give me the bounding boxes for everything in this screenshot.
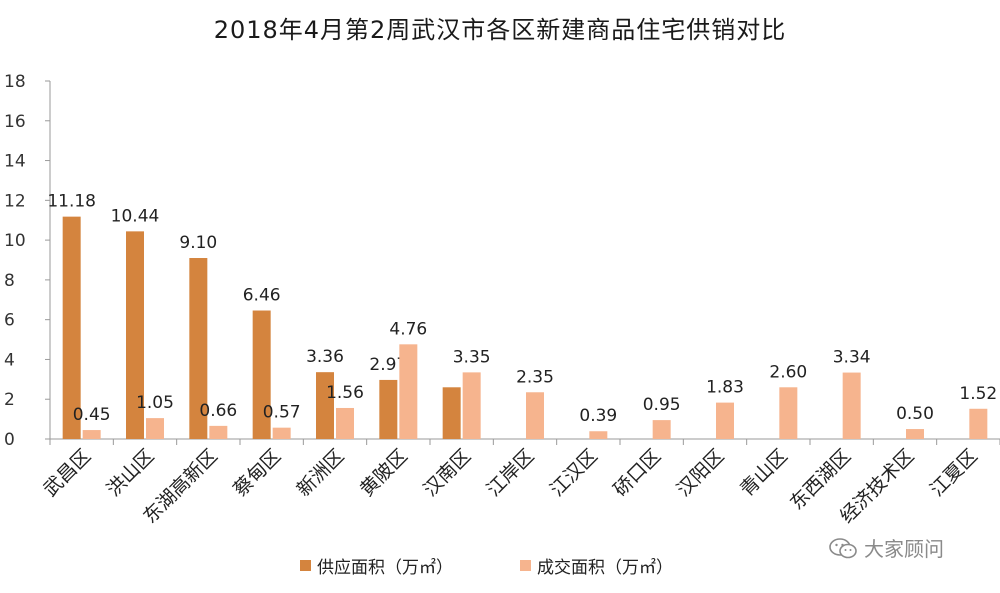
bar-deal <box>209 425 228 439</box>
data-label-deal: 1.05 <box>136 393 174 413</box>
legend-item-deal: 成交面积（万㎡） <box>520 553 673 578</box>
data-label-deal: 0.95 <box>643 395 681 415</box>
y-tick-label: 14 <box>4 152 26 172</box>
bar-deal <box>336 407 354 439</box>
y-tick-label: 2 <box>4 390 15 410</box>
data-label-supply: 9.10 <box>179 233 217 253</box>
y-tick-label: 10 <box>4 231 26 251</box>
bar-deal <box>969 408 988 439</box>
y-tick-label: 0 <box>4 430 15 450</box>
bar-supply <box>442 387 461 439</box>
x-category-label: 硚口区 <box>609 445 665 501</box>
chart-legend: 供应面积（万㎡） 成交面积（万㎡） <box>0 553 1000 579</box>
x-category-label: 洪山区 <box>103 445 159 501</box>
bar-deal <box>399 344 418 439</box>
data-label-deal: 3.34 <box>833 348 871 368</box>
bar-supply <box>189 258 208 439</box>
y-tick-label: 8 <box>4 271 15 291</box>
bar-supply <box>252 310 271 439</box>
watermark-text: 大家顾问 <box>864 537 944 561</box>
x-category-label: 武昌区 <box>39 445 95 501</box>
x-category-label: 江岸区 <box>483 445 539 501</box>
x-category-label: 江汉区 <box>546 445 602 501</box>
legend-label-deal: 成交面积（万㎡） <box>537 558 673 578</box>
bar-deal <box>82 430 101 439</box>
data-label-supply: 10.44 <box>111 206 160 226</box>
bar-deal <box>272 427 291 439</box>
data-label-deal: 2.35 <box>516 367 554 387</box>
bar-deal <box>589 431 608 439</box>
x-category-label: 新洲区 <box>293 445 349 501</box>
y-tick-label: 4 <box>4 350 15 370</box>
bar-supply <box>62 216 81 439</box>
data-label-supply: 11.18 <box>47 192 96 212</box>
y-tick-label: 16 <box>4 112 26 132</box>
bar-deal <box>146 418 164 439</box>
data-label-deal: 1.83 <box>706 378 744 398</box>
bar-supply <box>126 231 144 439</box>
wechat-icon <box>829 537 857 558</box>
data-label-deal: 1.56 <box>326 383 364 403</box>
x-category-label: 青山区 <box>736 445 792 501</box>
data-label-supply: 6.46 <box>243 286 281 306</box>
bar-deal <box>462 372 481 439</box>
bar-deal <box>842 372 861 439</box>
bar-supply <box>316 372 334 439</box>
bar-deal <box>906 429 924 439</box>
data-label-deal: 4.76 <box>389 319 427 339</box>
data-label-deal: 0.39 <box>579 406 617 426</box>
x-category-label: 汉南区 <box>419 445 475 501</box>
data-label-deal: 0.66 <box>199 401 237 421</box>
data-label-deal: 0.50 <box>896 404 934 424</box>
legend-label-supply: 供应面积（万㎡） <box>317 558 453 578</box>
bar-deal <box>652 420 671 439</box>
bar-deal <box>526 392 544 439</box>
x-category-label: 汉阳区 <box>673 445 729 501</box>
y-tick-label: 18 <box>4 72 26 92</box>
watermark: 大家顾问 <box>828 533 944 562</box>
bar-supply <box>379 379 398 439</box>
x-category-label: 黄陂区 <box>356 445 412 501</box>
data-label-supply: 2.97 <box>369 355 407 375</box>
legend-swatch-deal <box>520 560 531 571</box>
y-tick-label: 12 <box>4 191 26 211</box>
x-category-label: 蔡甸区 <box>229 445 285 501</box>
chart-title: 2018年4月第2周武汉市各区新建商品住宅供销对比 <box>213 16 787 44</box>
data-label-deal: 0.45 <box>73 405 111 425</box>
bar-deal <box>779 387 798 439</box>
data-label-deal: 1.52 <box>959 384 997 404</box>
x-category-label: 江夏区 <box>926 445 982 501</box>
y-tick-label: 6 <box>4 311 15 331</box>
data-label-deal: 3.35 <box>453 347 491 367</box>
legend-swatch-supply <box>300 560 311 571</box>
data-label-deal: 0.57 <box>263 403 301 423</box>
data-label-deal: 2.60 <box>769 362 807 382</box>
bar-deal <box>716 402 734 439</box>
legend-item-supply: 供应面积（万㎡） <box>300 553 453 578</box>
data-label-supply: 3.36 <box>306 347 344 367</box>
